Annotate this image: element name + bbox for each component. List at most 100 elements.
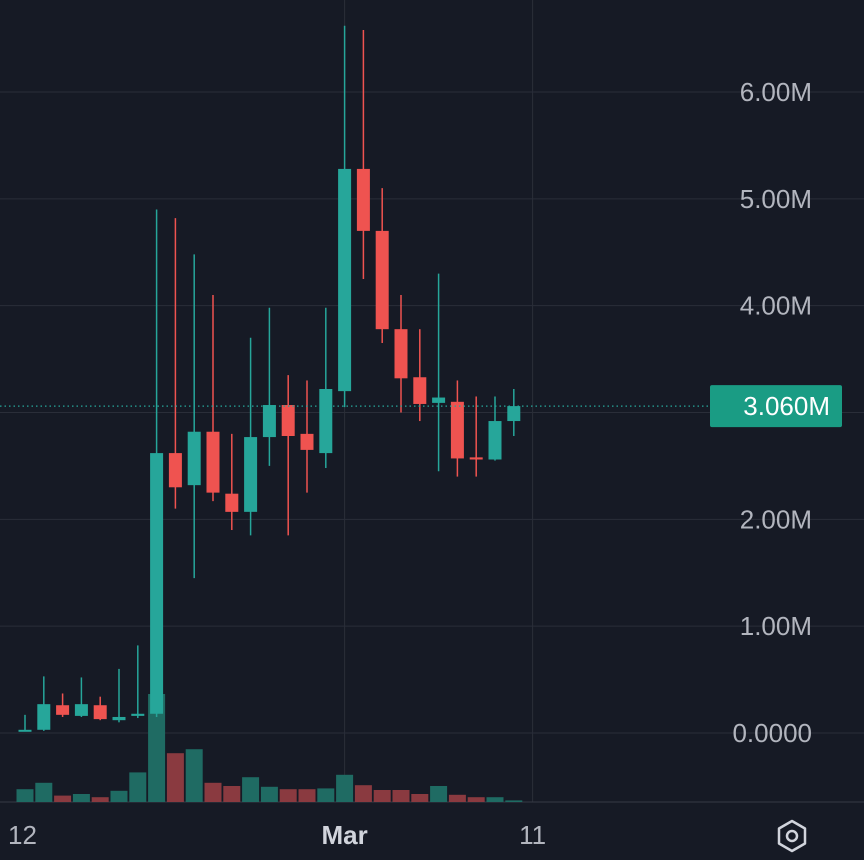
price-axis[interactable]: 6.00M 5.00M 4.00M 2.00M 1.00M 0.0000 [732,77,812,748]
candle[interactable] [112,668,126,723]
volume-bar [204,782,222,802]
candle-body [74,704,88,716]
volume-bar [298,789,316,802]
candle[interactable] [150,209,164,717]
candle-layer[interactable] [18,25,521,732]
volume-bar [242,777,260,802]
volume-bar [35,782,53,802]
candle-body [18,729,32,732]
volume-bar [486,797,504,802]
volume-bar [16,789,34,802]
volume-bar [129,772,147,802]
chart-settings-button[interactable] [772,816,812,856]
candle[interactable] [338,25,352,408]
candle[interactable] [131,645,145,719]
candle[interactable] [18,714,32,732]
candle[interactable] [413,329,427,422]
candle-body [150,453,164,714]
candle-body [375,230,389,330]
time-axis-tick-label: 12 [8,820,37,850]
candle-body [112,716,126,721]
candle-body [37,704,51,730]
candle-body [507,406,521,422]
volume-bar [467,797,485,802]
candle[interactable] [206,294,220,502]
candle[interactable] [225,433,239,531]
time-axis-tick-label: 11 [519,820,546,850]
candle-body [281,405,295,437]
candle-body [262,405,276,438]
last-price-label: 3.060M [743,391,830,421]
candle[interactable] [356,30,370,279]
candle-body [469,457,483,460]
volume-bar [317,788,335,802]
settings-hexagon-icon [777,819,807,853]
candle[interactable] [281,375,295,536]
candle-body [319,388,333,454]
volume-bar [223,786,241,802]
candle[interactable] [244,337,258,536]
candle-body [356,168,370,231]
volume-bar [54,795,72,802]
candle[interactable] [394,294,408,413]
volume-bar [166,753,184,802]
candle[interactable] [450,380,464,477]
candle[interactable] [56,693,70,717]
last-price-label-bg [710,385,842,428]
candle-body [187,431,201,486]
price-axis-tick-label: 5.00M [740,184,812,214]
price-axis-tick-label: 2.00M [740,504,812,534]
volume-bar [448,794,466,802]
volume-bar [430,786,448,802]
candle-body [225,493,239,512]
candle-body [300,433,314,450]
candle-body [131,713,145,716]
volume-bar [148,694,166,802]
candle[interactable] [187,254,201,579]
candle-body [450,401,464,459]
candle-body [338,168,352,392]
candle[interactable] [432,273,446,472]
volume-bar [279,789,297,802]
candle-body [413,377,427,404]
candle[interactable] [300,380,314,493]
candle-body [394,329,408,379]
volume-bar [91,797,109,802]
volume-bar [185,749,203,802]
candle-body [56,705,70,715]
candle[interactable] [507,388,521,437]
volume-bar [354,785,372,802]
volume-layer [16,694,523,802]
candle[interactable] [168,218,182,509]
candle[interactable] [375,188,389,344]
time-axis-tick-label: Mar [321,820,367,850]
price-axis-tick-label: 1.00M [740,611,812,641]
price-axis-tick-label: 6.00M [740,77,812,107]
candle[interactable] [93,696,107,721]
candle-body [244,437,258,512]
candle[interactable] [488,396,502,461]
candle-body [93,705,107,720]
candle-body [168,453,182,488]
volume-bar [392,790,410,802]
volume-bar [505,800,523,802]
candle[interactable] [262,307,276,466]
price-axis-tick-label: 0.0000 [732,718,812,748]
price-axis-tick-label: 4.00M [740,291,812,321]
volume-bar [260,786,278,802]
grid-layer [0,0,864,803]
time-axis[interactable]: 12 Mar 11 [8,820,546,850]
last-price-layer: 3.060M [0,385,842,428]
candle[interactable] [469,396,483,477]
volume-bar [72,794,90,802]
candle[interactable] [37,676,51,731]
candle[interactable] [74,677,88,717]
volume-bar [411,794,429,802]
candle-body [206,431,220,493]
volume-bar [373,790,391,802]
candle-body [432,397,446,403]
candle-body [488,421,502,460]
candle[interactable] [319,307,333,469]
